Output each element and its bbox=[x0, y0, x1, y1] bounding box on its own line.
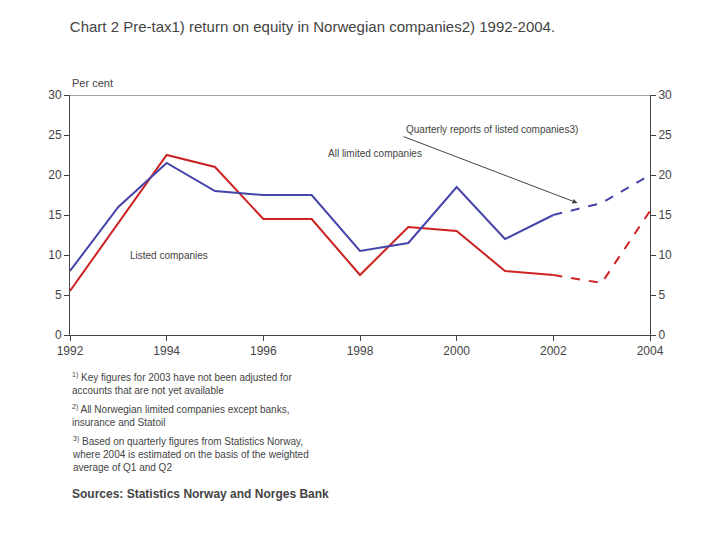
svg-text:​3)​ Based on quarterly figure: ​3)​ Based on quarterly figures from Sta… bbox=[72, 435, 309, 473]
svg-text:20: 20 bbox=[658, 168, 672, 182]
svg-text:10: 10 bbox=[48, 248, 62, 262]
svg-text:Chart 2 Pre-tax1) return on eq: Chart 2 Pre-tax1) return on equity in No… bbox=[70, 18, 555, 35]
svg-text:25: 25 bbox=[48, 128, 62, 142]
svg-text:1998: 1998 bbox=[347, 344, 374, 358]
svg-text:1992: 1992 bbox=[57, 344, 84, 358]
svg-text:5: 5 bbox=[658, 288, 665, 302]
svg-text:All limited companies: All limited companies bbox=[328, 148, 422, 159]
svg-text:2000: 2000 bbox=[443, 344, 470, 358]
svg-text:5: 5 bbox=[55, 288, 62, 302]
svg-text:30: 30 bbox=[658, 88, 672, 102]
svg-text:Sources: Statistics Norway and: Sources: Statistics Norway and Norges Ba… bbox=[72, 487, 329, 501]
svg-text:10: 10 bbox=[658, 248, 672, 262]
svg-text:25: 25 bbox=[658, 128, 672, 142]
svg-text:0: 0 bbox=[55, 328, 62, 342]
svg-text:Per cent: Per cent bbox=[72, 77, 113, 89]
svg-text:2002: 2002 bbox=[540, 344, 567, 358]
svg-text:2004: 2004 bbox=[637, 344, 664, 358]
svg-text:15: 15 bbox=[658, 208, 672, 222]
svg-text:Quarterly reports of listed co: Quarterly reports of listed companies3) bbox=[406, 124, 578, 135]
svg-text:Listed companies: Listed companies bbox=[130, 250, 208, 261]
svg-text:1994: 1994 bbox=[153, 344, 180, 358]
svg-text:20: 20 bbox=[48, 168, 62, 182]
svg-text:0: 0 bbox=[658, 328, 665, 342]
svg-text:​2)​ All Norwegian limited com: ​2)​ All Norwegian limited companies exc… bbox=[72, 403, 289, 428]
svg-text:15: 15 bbox=[48, 208, 62, 222]
svg-text:30: 30 bbox=[48, 88, 62, 102]
svg-text:​1)​ Key figures for 2003 have: ​1)​ Key figures for 2003 have not been … bbox=[72, 371, 292, 396]
svg-text:1996: 1996 bbox=[250, 344, 277, 358]
